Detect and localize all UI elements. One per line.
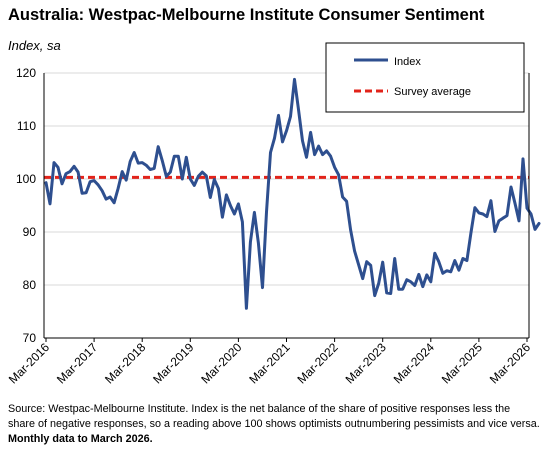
x-tick-label-0: Mar-2016 — [6, 340, 52, 386]
source-note: Source: Westpac-Melbourne Institute. Ind… — [8, 402, 540, 447]
x-tick-label-9: Mar-2025 — [439, 340, 485, 386]
legend-box — [325, 42, 525, 113]
legend-label-average: Survey average — [394, 86, 471, 98]
x-tick-label-8: Mar-2024 — [391, 340, 437, 386]
index-line — [44, 77, 541, 310]
x-tick-label-1: Mar-2017 — [54, 340, 100, 386]
source-text: Source: Westpac-Melbourne Institute. Ind… — [8, 403, 540, 430]
index-line-layer — [44, 77, 541, 310]
x-tick-label-5: Mar-2021 — [246, 340, 292, 386]
legend-label-index: Index — [394, 56, 421, 68]
y-tick-label-70: 70 — [23, 331, 37, 345]
x-tick-label-10: Mar-2026 — [487, 340, 533, 386]
source-bold-text: Monthly data to March 2026. — [8, 433, 153, 445]
x-tick-label-3: Mar-2019 — [150, 340, 196, 386]
y-tick-label-80: 80 — [23, 278, 37, 292]
legend: Index Survey average — [325, 42, 525, 113]
y-tick-label-120: 120 — [16, 66, 36, 80]
y-tick-label-90: 90 — [23, 225, 37, 239]
chart-title: Australia: Westpac-Melbourne Institute C… — [8, 6, 485, 24]
x-tick-label-6: Mar-2022 — [295, 340, 341, 386]
chart-subtitle: Index, sa — [8, 38, 61, 53]
x-tick-label-4: Mar-2020 — [198, 340, 244, 386]
y-tick-label-100: 100 — [16, 172, 36, 186]
x-tick-label-2: Mar-2018 — [102, 340, 148, 386]
y-tick-label-110: 110 — [17, 119, 36, 133]
x-tick-label-7: Mar-2023 — [343, 340, 389, 386]
